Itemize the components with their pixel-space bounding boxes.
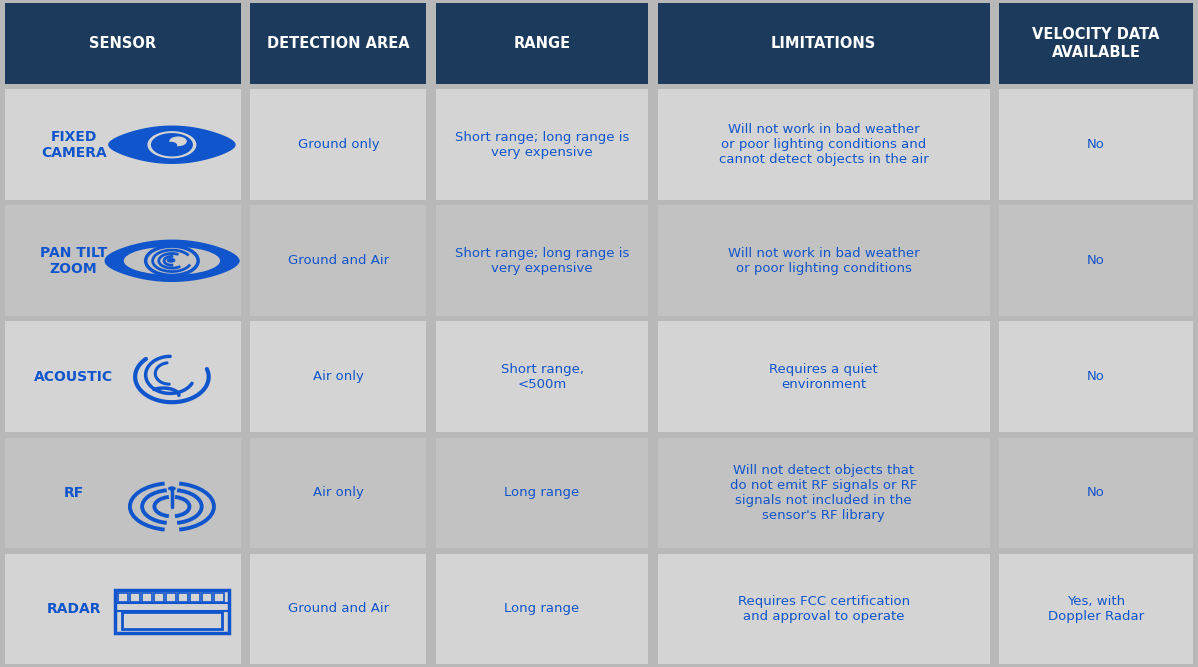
Text: PAN TILT
ZOOM: PAN TILT ZOOM [40, 245, 108, 276]
Circle shape [147, 131, 196, 158]
Bar [5, 554, 241, 664]
Text: Requires a quiet
environment: Requires a quiet environment [769, 363, 878, 391]
Bar [5, 438, 241, 548]
Bar [250, 205, 426, 316]
Bar [202, 593, 212, 602]
Text: FIXED
CAMERA: FIXED CAMERA [41, 129, 107, 160]
Text: Long range: Long range [504, 486, 580, 500]
Bar [165, 593, 176, 602]
Circle shape [151, 133, 193, 157]
Bar [141, 593, 152, 602]
Text: Ground only: Ground only [297, 138, 380, 151]
Text: SENSOR: SENSOR [89, 36, 157, 51]
Bar [115, 590, 229, 633]
Bar [153, 593, 164, 602]
Circle shape [167, 258, 175, 263]
Polygon shape [107, 241, 237, 280]
Bar [658, 438, 990, 548]
Text: VELOCITY DATA
AVAILABLE: VELOCITY DATA AVAILABLE [1033, 27, 1160, 59]
Text: ACOUSTIC: ACOUSTIC [34, 370, 114, 384]
Text: No: No [1088, 138, 1105, 151]
Text: Will not work in bad weather
or poor lighting conditions and
cannot detect objec: Will not work in bad weather or poor lig… [719, 123, 928, 166]
Bar [5, 89, 241, 200]
Bar [179, 593, 188, 602]
Text: RANGE: RANGE [514, 36, 570, 51]
Text: Short range; long range is
very expensive: Short range; long range is very expensiv… [455, 247, 629, 275]
Bar [214, 593, 224, 602]
Bar [999, 205, 1193, 316]
Bar [436, 89, 648, 200]
Bar [436, 438, 648, 548]
Bar [658, 205, 990, 316]
Bar [658, 89, 990, 200]
Polygon shape [109, 126, 235, 163]
Bar [250, 554, 426, 664]
Text: Short range; long range is
very expensive: Short range; long range is very expensiv… [455, 131, 629, 159]
Bar [250, 438, 426, 548]
Ellipse shape [123, 247, 220, 275]
Text: Yes, with
Doppler Radar: Yes, with Doppler Radar [1048, 595, 1144, 623]
Bar [436, 554, 648, 664]
Bar [122, 612, 222, 630]
Bar [436, 3, 648, 84]
Text: Short range,
<500m: Short range, <500m [501, 363, 583, 391]
Bar [658, 321, 990, 432]
Bar [999, 321, 1193, 432]
Text: RF: RF [63, 486, 84, 500]
Bar [999, 89, 1193, 200]
Bar [250, 89, 426, 200]
Bar [250, 3, 426, 84]
Circle shape [165, 142, 177, 149]
Text: Will not detect objects that
do not emit RF signals or RF
signals not included i: Will not detect objects that do not emit… [730, 464, 918, 522]
Circle shape [168, 486, 176, 491]
Bar [117, 593, 128, 602]
Text: LIMITATIONS: LIMITATIONS [772, 36, 876, 51]
Text: Will not work in bad weather
or poor lighting conditions: Will not work in bad weather or poor lig… [728, 247, 919, 275]
Bar [436, 205, 648, 316]
Text: No: No [1088, 486, 1105, 500]
Bar [658, 554, 990, 664]
Circle shape [169, 137, 187, 146]
Bar [190, 593, 200, 602]
Text: Requires FCC certification
and approval to operate: Requires FCC certification and approval … [738, 595, 909, 623]
Bar [5, 321, 241, 432]
Text: RADAR: RADAR [47, 602, 101, 616]
Bar [250, 321, 426, 432]
Text: DETECTION AREA: DETECTION AREA [267, 36, 410, 51]
Text: Air only: Air only [313, 486, 364, 500]
Text: No: No [1088, 254, 1105, 267]
Text: Ground and Air: Ground and Air [288, 254, 389, 267]
Text: No: No [1088, 370, 1105, 384]
Bar [436, 321, 648, 432]
Bar [129, 593, 140, 602]
Bar [999, 3, 1193, 84]
Bar [5, 205, 241, 316]
Bar [999, 554, 1193, 664]
Text: Ground and Air: Ground and Air [288, 602, 389, 616]
Text: Long range: Long range [504, 602, 580, 616]
Bar [999, 438, 1193, 548]
Bar [5, 3, 241, 84]
Text: Air only: Air only [313, 370, 364, 384]
Bar [658, 3, 990, 84]
